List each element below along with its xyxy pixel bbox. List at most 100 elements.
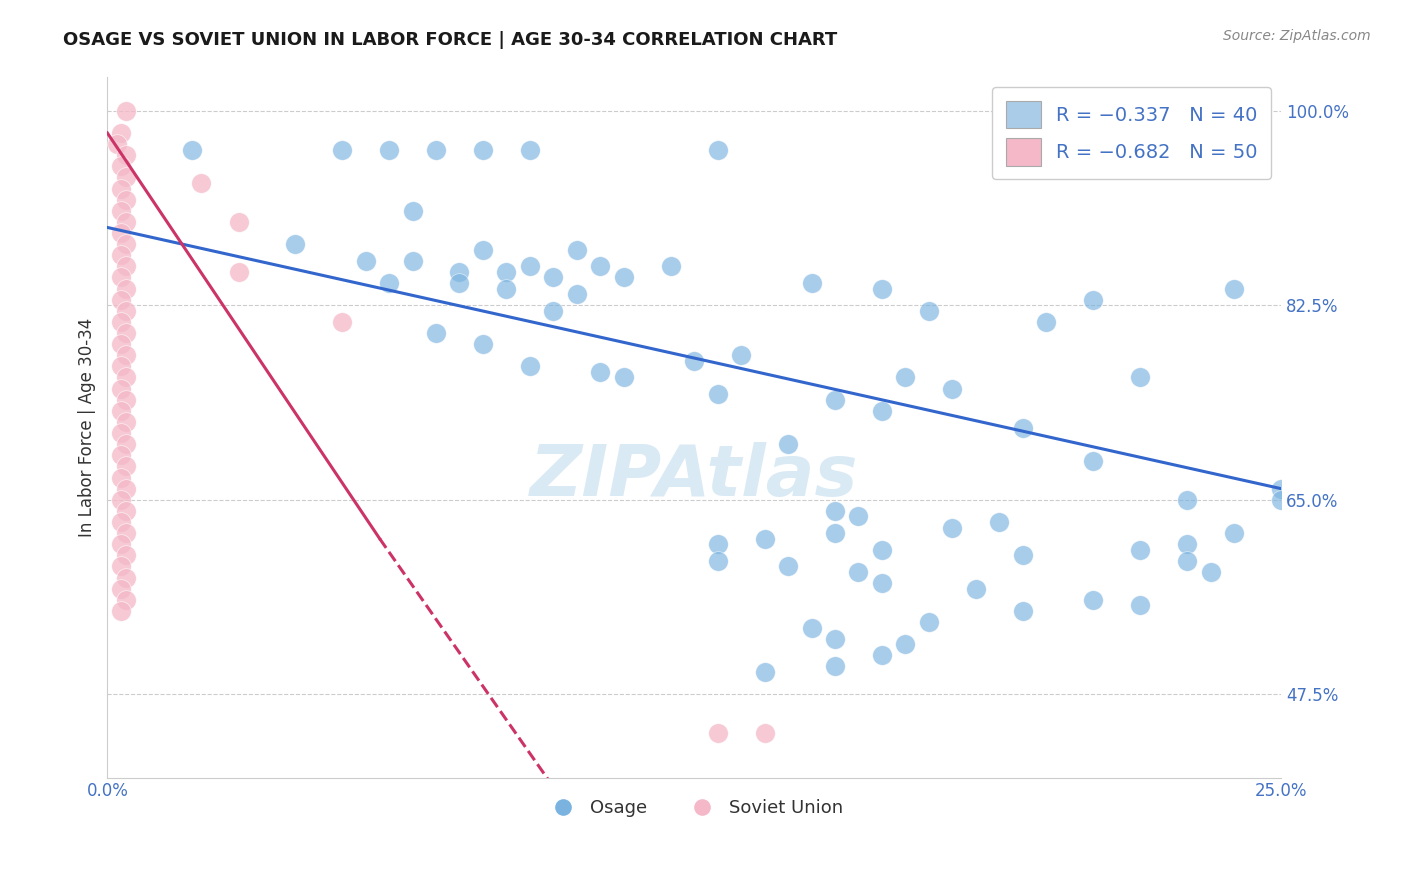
- Point: [110, 604, 132, 618]
- Point: [115, 592, 138, 607]
- Point: [1129, 599, 1152, 613]
- Point: [378, 276, 401, 290]
- Point: [115, 237, 138, 252]
- Point: [1223, 282, 1246, 296]
- Point: [110, 248, 132, 262]
- Point: [354, 253, 377, 268]
- Point: [1083, 592, 1105, 607]
- Point: [1035, 315, 1057, 329]
- Point: [1129, 370, 1152, 384]
- Point: [110, 293, 132, 307]
- Point: [870, 648, 893, 663]
- Point: [115, 415, 138, 429]
- Point: [988, 515, 1011, 529]
- Y-axis label: In Labor Force | Age 30-34: In Labor Force | Age 30-34: [79, 318, 96, 537]
- Point: [1223, 526, 1246, 541]
- Point: [589, 260, 612, 274]
- Point: [110, 226, 132, 240]
- Point: [495, 282, 517, 296]
- Point: [754, 532, 776, 546]
- Point: [110, 181, 132, 195]
- Point: [110, 492, 132, 507]
- Point: [115, 193, 138, 207]
- Point: [180, 143, 202, 157]
- Point: [284, 237, 307, 252]
- Legend: Osage, Soviet Union: Osage, Soviet Union: [538, 792, 851, 824]
- Point: [378, 143, 401, 157]
- Point: [824, 659, 846, 673]
- Point: [471, 243, 494, 257]
- Point: [965, 582, 987, 596]
- Point: [1011, 604, 1033, 618]
- Point: [870, 576, 893, 591]
- Point: [706, 143, 728, 157]
- Point: [110, 537, 132, 551]
- Point: [824, 392, 846, 407]
- Point: [105, 137, 128, 152]
- Point: [115, 282, 138, 296]
- Point: [115, 370, 138, 384]
- Point: [115, 103, 138, 118]
- Point: [115, 303, 138, 318]
- Point: [1199, 565, 1222, 579]
- Point: [941, 382, 963, 396]
- Point: [870, 404, 893, 418]
- Point: [110, 126, 132, 140]
- Point: [115, 504, 138, 518]
- Point: [110, 359, 132, 374]
- Point: [613, 270, 636, 285]
- Point: [543, 270, 565, 285]
- Point: [330, 143, 353, 157]
- Point: [683, 354, 706, 368]
- Point: [824, 504, 846, 518]
- Point: [565, 287, 588, 301]
- Point: [1011, 420, 1033, 434]
- Point: [519, 260, 541, 274]
- Point: [1175, 537, 1198, 551]
- Point: [115, 549, 138, 563]
- Point: [776, 559, 799, 574]
- Point: [115, 437, 138, 451]
- Point: [449, 276, 471, 290]
- Point: [519, 143, 541, 157]
- Point: [1175, 554, 1198, 568]
- Point: [115, 348, 138, 362]
- Point: [110, 159, 132, 173]
- Point: [449, 265, 471, 279]
- Point: [1083, 454, 1105, 468]
- Point: [115, 459, 138, 474]
- Point: [519, 359, 541, 374]
- Point: [330, 315, 353, 329]
- Point: [115, 526, 138, 541]
- Point: [706, 387, 728, 401]
- Point: [1270, 482, 1292, 496]
- Point: [110, 315, 132, 329]
- Point: [110, 270, 132, 285]
- Point: [754, 726, 776, 740]
- Point: [115, 392, 138, 407]
- Point: [543, 303, 565, 318]
- Point: [894, 370, 917, 384]
- Point: [471, 143, 494, 157]
- Point: [110, 515, 132, 529]
- Point: [659, 260, 682, 274]
- Point: [471, 337, 494, 351]
- Point: [110, 448, 132, 462]
- Point: [1175, 492, 1198, 507]
- Point: [110, 425, 132, 440]
- Point: [706, 537, 728, 551]
- Point: [401, 203, 423, 218]
- Point: [565, 243, 588, 257]
- Point: [110, 582, 132, 596]
- Point: [115, 482, 138, 496]
- Point: [1129, 542, 1152, 557]
- Point: [110, 559, 132, 574]
- Point: [941, 520, 963, 534]
- Point: [800, 621, 823, 635]
- Point: [1083, 293, 1105, 307]
- Point: [425, 326, 447, 340]
- Point: [848, 565, 870, 579]
- Point: [730, 348, 752, 362]
- Point: [706, 554, 728, 568]
- Point: [110, 337, 132, 351]
